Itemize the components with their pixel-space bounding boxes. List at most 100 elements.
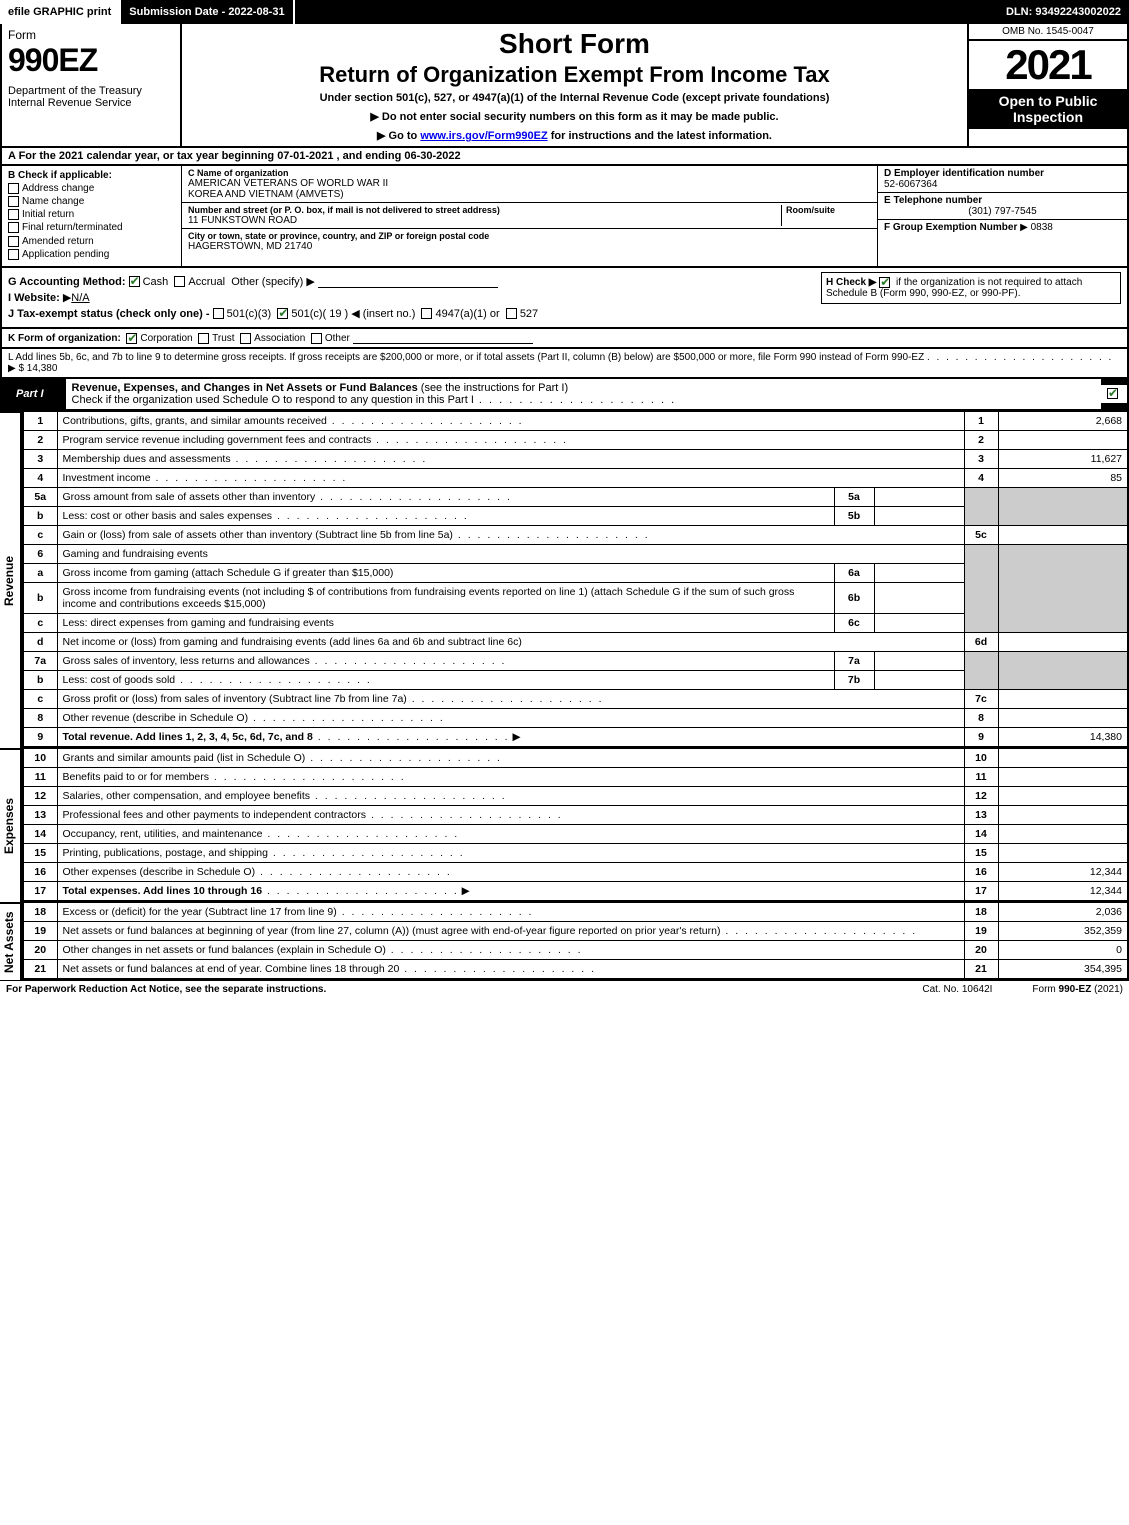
cb-cash[interactable]	[129, 276, 140, 287]
row-l: L Add lines 5b, 6c, and 7b to line 9 to …	[0, 349, 1129, 379]
h-box: H Check ▶ if the organization is not req…	[821, 272, 1121, 304]
form-label: Form	[8, 28, 174, 42]
phone-value: (301) 797-7545	[884, 206, 1121, 217]
cb-accrual[interactable]	[174, 276, 185, 287]
val-18: 2,036	[998, 902, 1128, 921]
website-value: N/A	[71, 292, 89, 304]
cell-group-exemption: F Group Exemption Number ▶ 0838	[878, 220, 1127, 266]
cb-501c3[interactable]	[213, 308, 224, 319]
identity-grid: B Check if applicable: Address change Na…	[0, 166, 1129, 268]
val-12	[998, 786, 1128, 805]
line-7c: cGross profit or (loss) from sales of in…	[23, 689, 1128, 708]
cb-application-pending[interactable]: Application pending	[8, 249, 175, 260]
val-14	[998, 824, 1128, 843]
line-1: 1Contributions, gifts, grants, and simil…	[23, 411, 1128, 430]
mid-block: H Check ▶ if the organization is not req…	[0, 268, 1129, 329]
irs-link[interactable]: www.irs.gov/Form990EZ	[420, 130, 547, 142]
line-3: 3Membership dues and assessments311,627	[23, 449, 1128, 468]
val-5c	[998, 525, 1128, 544]
cb-other-org[interactable]	[311, 333, 322, 344]
val-10	[998, 748, 1128, 767]
cell-phone: E Telephone number (301) 797-7545	[878, 193, 1127, 220]
line-5c: cGain or (loss) from sale of assets othe…	[23, 525, 1128, 544]
cb-h-check[interactable]	[879, 277, 890, 288]
cb-amended-return[interactable]: Amended return	[8, 236, 175, 247]
col-b-checkboxes: B Check if applicable: Address change Na…	[2, 166, 182, 266]
b-heading: B Check if applicable:	[8, 170, 175, 181]
public-inspection: Open to Public Inspection	[969, 89, 1127, 129]
part-1-header: Part I Revenue, Expenses, and Changes in…	[0, 379, 1129, 411]
row-a-tax-year: A For the 2021 calendar year, or tax yea…	[0, 148, 1129, 166]
revenue-table: 1Contributions, gifts, grants, and simil…	[22, 411, 1129, 748]
val-20: 0	[998, 940, 1128, 959]
cb-527[interactable]	[506, 308, 517, 319]
cb-association[interactable]	[240, 333, 251, 344]
line-7a: 7aGross sales of inventory, less returns…	[23, 651, 1128, 670]
val-15	[998, 843, 1128, 862]
page-footer: For Paperwork Reduction Act Notice, see …	[0, 980, 1129, 998]
cb-trust[interactable]	[198, 333, 209, 344]
val-4: 85	[998, 468, 1128, 487]
revenue-side-label: Revenue	[0, 411, 22, 748]
cb-501c[interactable]	[277, 308, 288, 319]
val-7b	[874, 670, 964, 689]
net-assets-table: 18Excess or (deficit) for the year (Subt…	[22, 902, 1129, 980]
val-21: 354,395	[998, 959, 1128, 979]
val-2	[998, 430, 1128, 449]
cb-final-return[interactable]: Final return/terminated	[8, 222, 175, 233]
expenses-table: 10Grants and similar amounts paid (list …	[22, 748, 1129, 902]
part-1-title: Revenue, Expenses, and Changes in Net As…	[66, 379, 1101, 409]
revenue-section: Revenue 1Contributions, gifts, grants, a…	[0, 411, 1129, 748]
other-org-blank[interactable]	[353, 332, 533, 344]
ein-value: 52-6067364	[884, 179, 937, 190]
line-6: 6Gaming and fundraising events	[23, 544, 1128, 563]
col-de: D Employer identification number 52-6067…	[877, 166, 1127, 266]
cb-name-change[interactable]: Name change	[8, 196, 175, 207]
part-1-schedule-o-check[interactable]	[1101, 385, 1127, 403]
cb-corporation[interactable]	[126, 333, 137, 344]
footer-cat-no: Cat. No. 10642I	[922, 984, 992, 995]
line-18: 18Excess or (deficit) for the year (Subt…	[23, 902, 1128, 921]
line-11: 11Benefits paid to or for members11	[23, 767, 1128, 786]
other-specify-blank[interactable]	[318, 276, 498, 288]
line-17: 17Total expenses. Add lines 10 through 1…	[23, 881, 1128, 901]
line-6c: cLess: direct expenses from gaming and f…	[23, 613, 1128, 632]
line-6d: dNet income or (loss) from gaming and fu…	[23, 632, 1128, 651]
cb-address-change[interactable]: Address change	[8, 183, 175, 194]
line-16: 16Other expenses (describe in Schedule O…	[23, 862, 1128, 881]
val-13	[998, 805, 1128, 824]
city-state-zip: HAGERSTOWN, MD 21740	[188, 241, 871, 252]
line-5b: bLess: cost or other basis and sales exp…	[23, 506, 1128, 525]
street-address: 11 FUNKSTOWN ROAD	[188, 215, 781, 226]
footer-form-ref: Form 990-EZ (2021)	[1032, 984, 1123, 995]
org-name: AMERICAN VETERANS OF WORLD WAR II KOREA …	[188, 178, 871, 200]
instruction-1: ▶ Do not enter social security numbers o…	[190, 110, 959, 123]
form-header: Form 990EZ Department of the Treasury In…	[0, 24, 1129, 148]
group-exemption-value: 0838	[1031, 222, 1053, 233]
cb-4947[interactable]	[421, 308, 432, 319]
line-8: 8Other revenue (describe in Schedule O)8	[23, 708, 1128, 727]
form-number: 990EZ	[8, 42, 174, 79]
form-title: Return of Organization Exempt From Incom…	[190, 62, 959, 88]
cell-ein: D Employer identification number 52-6067…	[878, 166, 1127, 193]
val-6a	[874, 563, 964, 582]
val-19: 352,359	[998, 921, 1128, 940]
val-7a	[874, 651, 964, 670]
cell-org-name: C Name of organization AMERICAN VETERANS…	[182, 166, 877, 203]
cb-initial-return[interactable]: Initial return	[8, 209, 175, 220]
val-11	[998, 767, 1128, 786]
line-13: 13Professional fees and other payments t…	[23, 805, 1128, 824]
val-5a	[874, 487, 964, 506]
col-c-org-info: C Name of organization AMERICAN VETERANS…	[182, 166, 877, 266]
net-assets-side-label: Net Assets	[0, 902, 22, 980]
efile-print[interactable]: efile GRAPHIC print	[0, 0, 121, 24]
val-6b	[874, 582, 964, 613]
expenses-section: Expenses 10Grants and similar amounts pa…	[0, 748, 1129, 902]
line-4: 4Investment income485	[23, 468, 1128, 487]
val-9: 14,380	[998, 727, 1128, 747]
line-7b: bLess: cost of goods sold7b	[23, 670, 1128, 689]
val-6c	[874, 613, 964, 632]
room-suite-label: Room/suite	[786, 205, 871, 215]
line-21: 21Net assets or fund balances at end of …	[23, 959, 1128, 979]
row-k: K Form of organization: Corporation Trus…	[0, 329, 1129, 349]
